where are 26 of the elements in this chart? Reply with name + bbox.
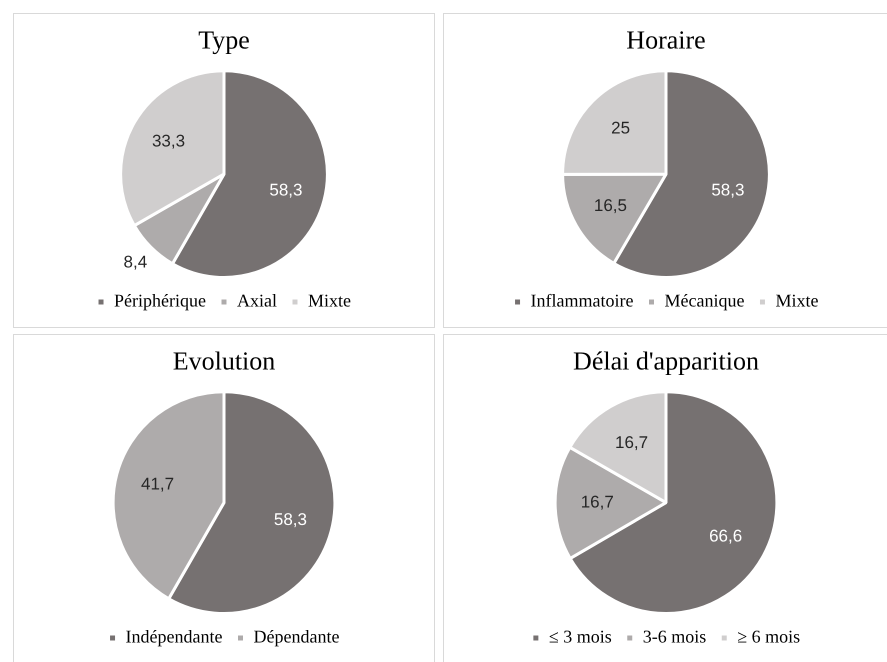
- legend-label: Indépendante: [126, 626, 223, 647]
- chart-title: Horaire: [626, 25, 706, 54]
- data-label: 16,7: [580, 492, 614, 512]
- chart-title: Type: [198, 25, 250, 54]
- data-label: 16,5: [594, 196, 627, 215]
- legend-label: Dépendante: [254, 626, 340, 647]
- legend-label: Inflammatoire: [530, 290, 634, 311]
- legend-label: Périphérique: [114, 290, 206, 311]
- legend-label: Axial: [236, 290, 277, 311]
- legend-label: ≤ 3 mois: [548, 626, 612, 647]
- legend-label: Mixte: [775, 290, 818, 311]
- legend-label: Mixte: [308, 290, 351, 311]
- legend-label: ≥ 6 mois: [737, 626, 800, 647]
- data-label: 58,3: [269, 180, 302, 200]
- legend-label: 3-6 mois: [642, 626, 706, 647]
- chart-title: Délai d'apparition: [573, 346, 759, 376]
- legend-label: Mécanique: [664, 290, 744, 311]
- data-label: 41,7: [141, 474, 174, 494]
- data-label: 66,6: [709, 526, 742, 546]
- data-label: 58,3: [711, 180, 744, 200]
- data-label: 8,4: [124, 252, 148, 272]
- data-label: 33,3: [152, 132, 186, 151]
- data-label: 25: [611, 118, 630, 138]
- data-label: 58,3: [274, 510, 307, 530]
- data-label: 16,7: [615, 432, 648, 452]
- chart-title: Evolution: [172, 346, 276, 376]
